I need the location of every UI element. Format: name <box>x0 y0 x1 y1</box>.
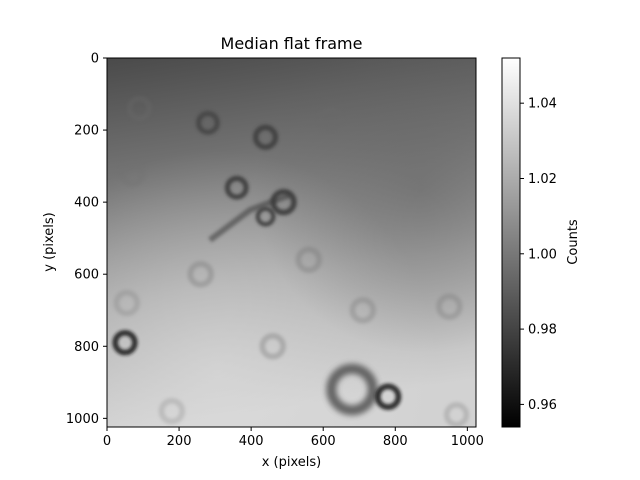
x-tick-label: 0 <box>103 434 111 449</box>
donut-shadow <box>295 246 323 274</box>
donut-shadow <box>252 124 279 150</box>
dark-streak <box>208 192 292 243</box>
heatmap-image <box>107 58 476 427</box>
colorbar-tick-label: 1.00 <box>528 247 557 262</box>
y-axis: 0 200 400 600 800 1000 <box>66 52 107 427</box>
y-tick-label: 800 <box>74 340 99 355</box>
donut-shadow <box>224 175 249 200</box>
donut-shadow <box>126 95 153 122</box>
x-tick-label: 400 <box>239 434 264 449</box>
donut-shadow <box>317 106 344 132</box>
donut-shadow <box>374 383 402 410</box>
donut-shadow <box>259 333 287 360</box>
y-tick-label: 400 <box>74 196 99 211</box>
y-tick-label: 1000 <box>66 412 99 427</box>
colorbar-tick-label: 1.02 <box>528 172 557 187</box>
y-tick-label: 600 <box>74 268 99 283</box>
x-tick-label: 800 <box>383 434 408 449</box>
y-tick-label: 200 <box>74 124 99 139</box>
colorbar-tick-label: 0.98 <box>528 323 557 338</box>
chart-title: Median flat frame <box>221 34 363 53</box>
donut-shadow <box>443 402 470 427</box>
donut-shadow <box>158 397 186 425</box>
donut-shadow <box>195 110 220 135</box>
x-axis-label: x (pixels) <box>262 455 322 470</box>
donut-shadow <box>436 293 463 320</box>
colorbar-ticks: 0.96 0.98 1.00 1.02 1.04 <box>520 97 557 413</box>
y-tick-label: 0 <box>91 52 99 67</box>
donut-shadow <box>113 289 141 317</box>
donut-shadow <box>187 260 214 288</box>
colorbar-label: Counts <box>566 219 581 265</box>
donut-shadow <box>118 160 146 187</box>
x-axis: 0 200 400 600 800 1000 <box>103 427 484 449</box>
donut-shadows <box>112 95 470 427</box>
x-tick-label: 1000 <box>451 434 484 449</box>
heatmap-dark-region <box>107 58 476 427</box>
donut-shadow <box>255 206 276 227</box>
colorbar <box>501 57 521 428</box>
x-tick-label: 600 <box>311 434 336 449</box>
colorbar-tick-label: 0.96 <box>528 398 557 413</box>
plot-frame <box>106 57 477 428</box>
donut-shadow <box>326 363 378 416</box>
donut-shadow <box>112 330 138 356</box>
colorbar-tick-label: 1.04 <box>528 97 557 112</box>
y-axis-label: y (pixels) <box>42 212 57 272</box>
x-tick-label: 200 <box>167 434 192 449</box>
donut-shadow <box>349 296 377 324</box>
